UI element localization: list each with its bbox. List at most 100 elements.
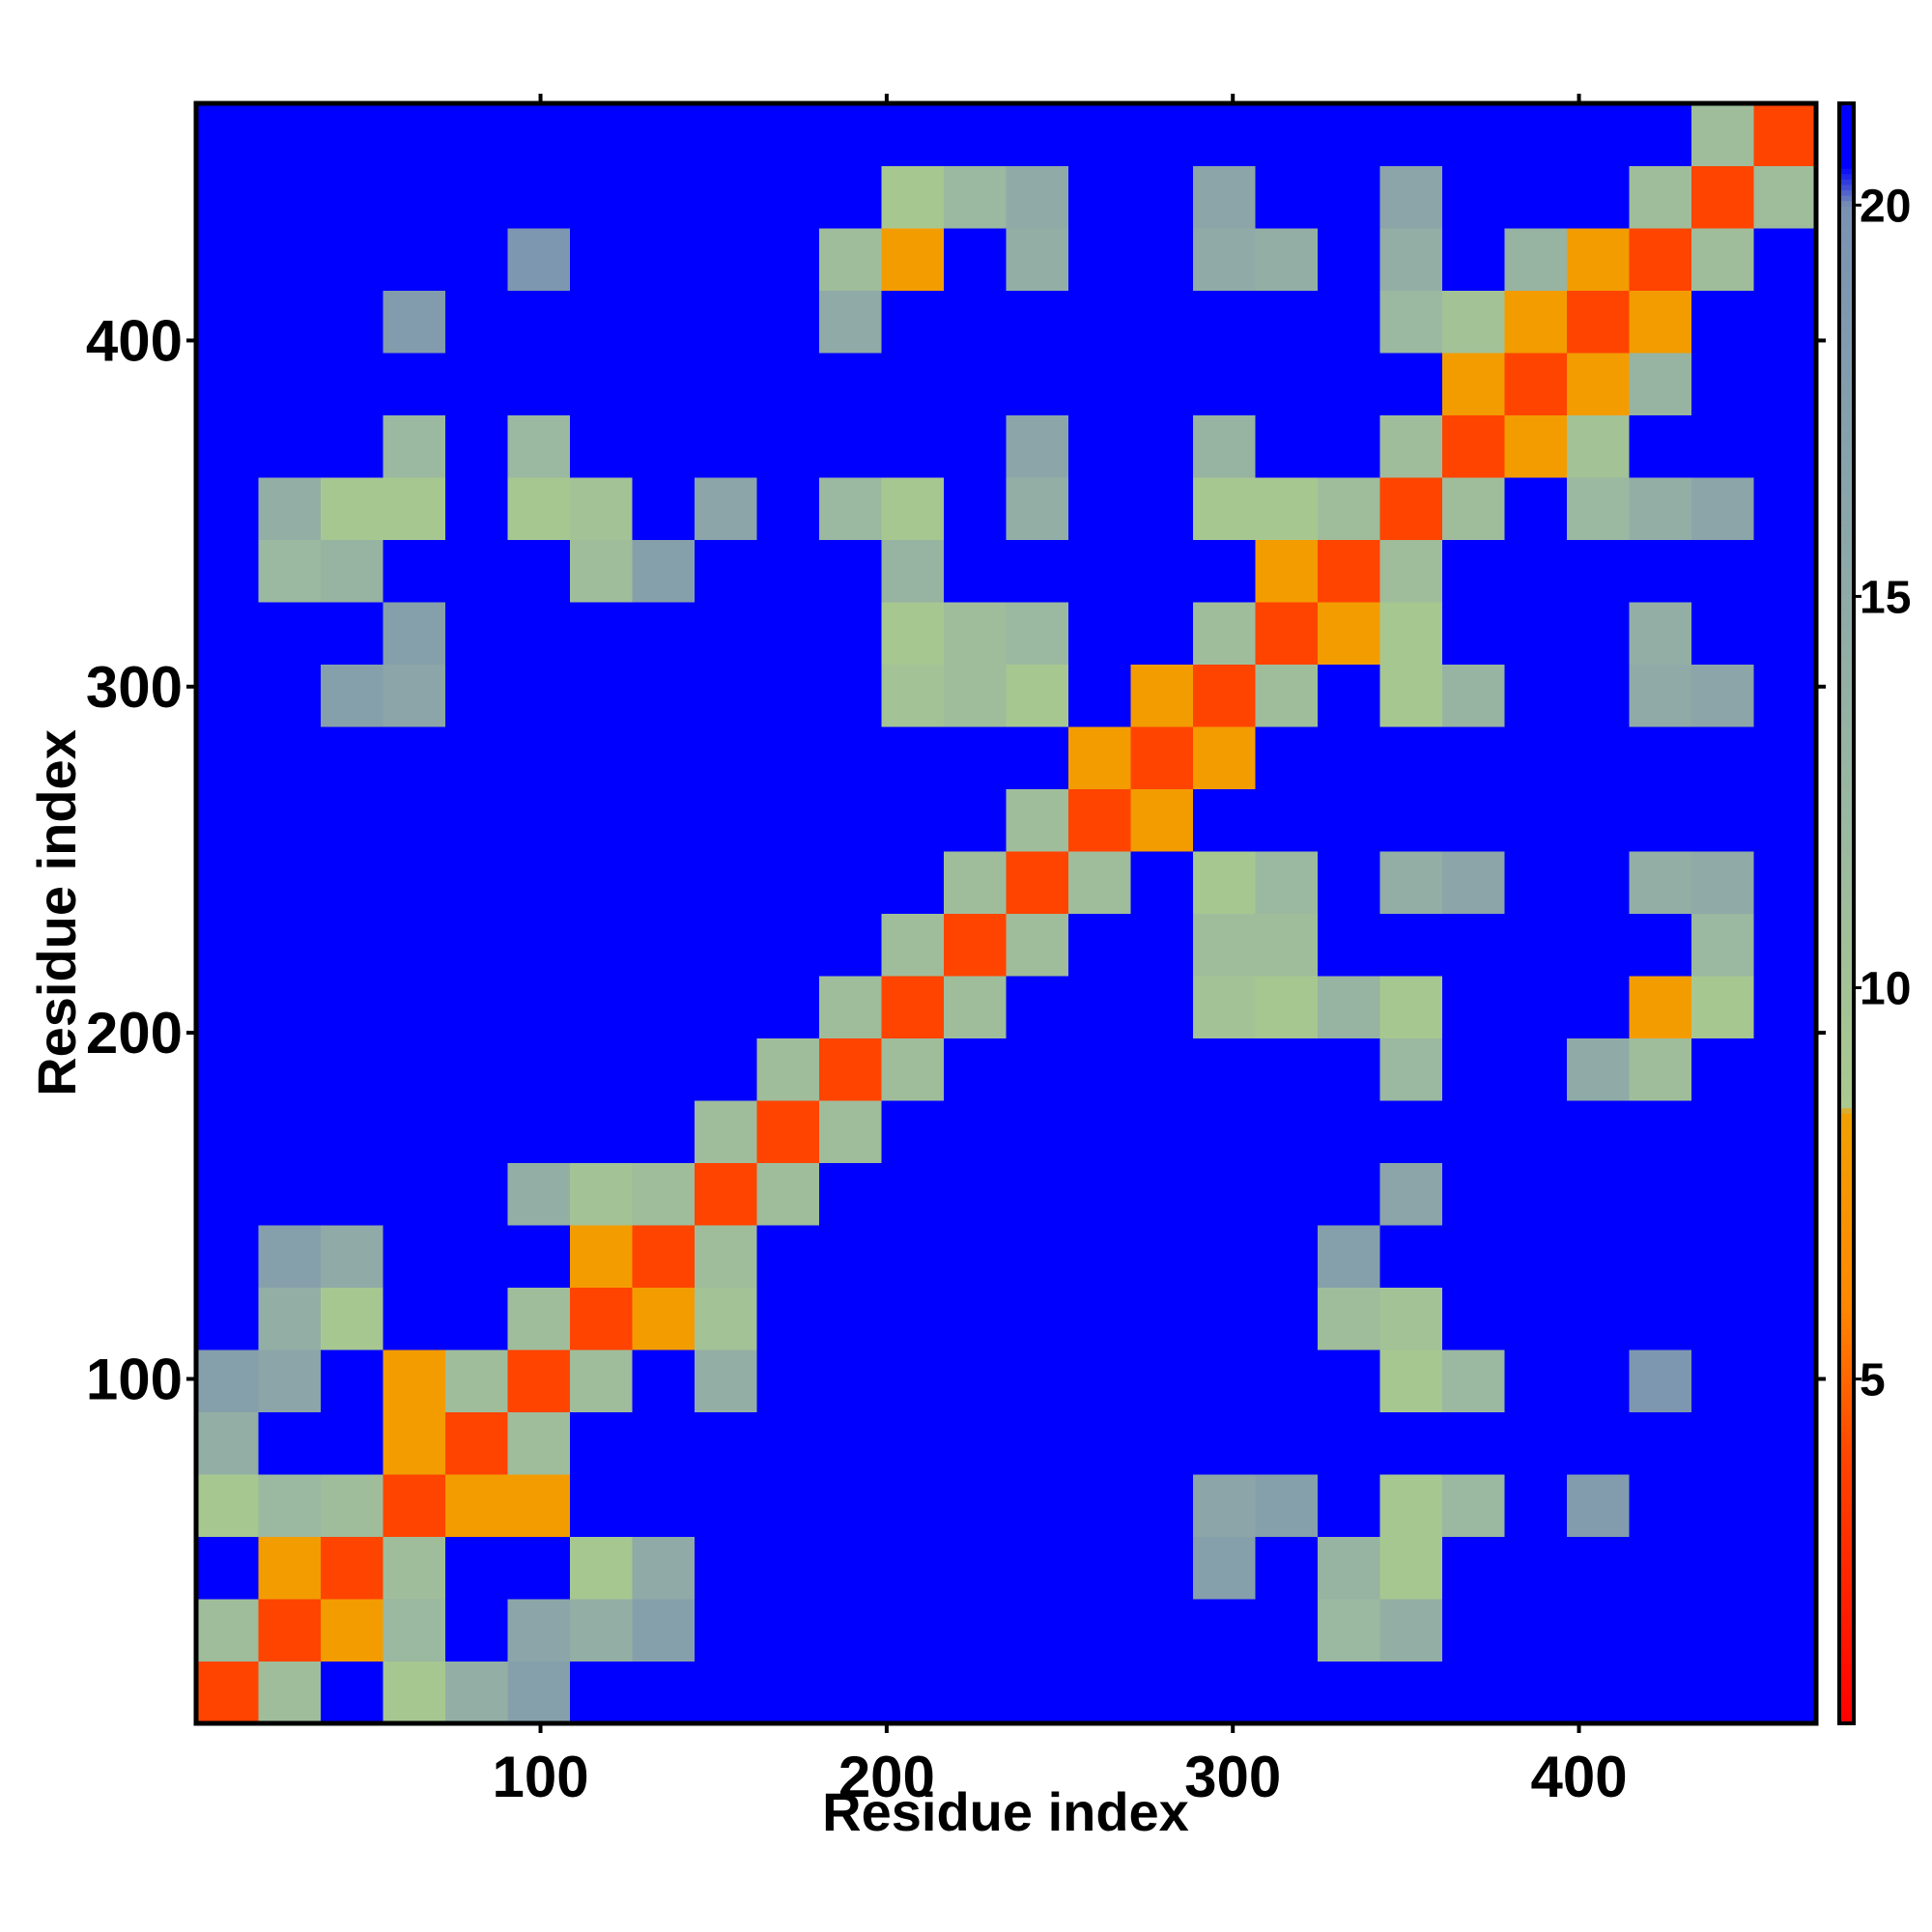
heatmap-cell xyxy=(196,664,259,727)
heatmap-cell xyxy=(1379,788,1443,852)
heatmap-cell xyxy=(445,1411,508,1475)
colorbar-slice xyxy=(1839,1382,1854,1390)
heatmap-cell xyxy=(383,1100,446,1163)
heatmap-cell xyxy=(1567,1287,1630,1350)
heatmap-cell xyxy=(570,664,633,727)
heatmap-cell xyxy=(383,353,446,415)
heatmap-cell xyxy=(445,913,508,977)
colorbar-slice xyxy=(1839,627,1854,634)
heatmap-cell xyxy=(881,414,945,478)
heatmap-cell xyxy=(507,664,571,727)
heatmap-cell xyxy=(1318,726,1380,789)
heatmap-cell xyxy=(1691,1536,1754,1600)
colorbar-slice xyxy=(1839,805,1854,811)
heatmap-cell xyxy=(1504,1599,1568,1662)
heatmap-cell xyxy=(321,1474,384,1537)
colorbar-slice xyxy=(1839,719,1854,725)
heatmap-cell xyxy=(1006,477,1069,540)
heatmap-cell xyxy=(1567,165,1630,229)
heatmap-cell xyxy=(1068,1661,1131,1724)
colorbar-slice xyxy=(1839,1626,1854,1633)
heatmap-cell xyxy=(445,539,508,603)
heatmap-cell xyxy=(1255,1411,1319,1475)
colorbar-slice xyxy=(1839,854,1854,861)
colorbar-slice xyxy=(1839,761,1854,769)
colorbar-slice xyxy=(1839,302,1854,310)
heatmap-cell xyxy=(632,477,696,540)
colorbar-slice xyxy=(1839,438,1854,444)
heatmap-cell xyxy=(1006,976,1069,1038)
heatmap-cell xyxy=(881,913,945,977)
heatmap-cell xyxy=(695,290,757,354)
colorbar-slice xyxy=(1839,1296,1854,1303)
heatmap-cell xyxy=(1130,1100,1194,1163)
heatmap-cell xyxy=(321,1350,384,1412)
heatmap-cell xyxy=(1629,602,1692,665)
heatmap-cell xyxy=(695,1536,757,1600)
heatmap-cell xyxy=(1130,1162,1194,1226)
heatmap-cell xyxy=(1318,103,1380,166)
colorbar-slice xyxy=(1839,1696,1854,1703)
colorbar-slice xyxy=(1839,583,1854,590)
heatmap-cell xyxy=(1379,1411,1443,1475)
colorbar-slice xyxy=(1839,1372,1854,1378)
colorbar-slice xyxy=(1839,1134,1854,1141)
heatmap-cell xyxy=(1318,1100,1380,1163)
heatmap-cell xyxy=(321,228,384,291)
colorbar-slice xyxy=(1839,902,1854,909)
heatmap-cell xyxy=(570,1162,633,1226)
colorbar-slice xyxy=(1839,1080,1854,1087)
colorbar-slice xyxy=(1839,1264,1854,1271)
heatmap-cell xyxy=(1130,913,1194,977)
heatmap-cell xyxy=(695,1037,757,1101)
heatmap-cell xyxy=(1006,353,1069,415)
heatmap-cell xyxy=(756,165,820,229)
colorbar-slice xyxy=(1839,999,1854,1007)
heatmap-cell xyxy=(1442,1474,1505,1537)
heatmap-cell xyxy=(1379,1474,1443,1537)
heatmap-cell xyxy=(756,788,820,852)
heatmap-cell xyxy=(258,976,322,1038)
heatmap-cell xyxy=(1255,851,1319,914)
colorbar-slice xyxy=(1839,1577,1854,1584)
colorbar-slice xyxy=(1839,632,1854,639)
heatmap-cell xyxy=(1006,1225,1069,1288)
heatmap-cell xyxy=(570,1474,633,1537)
colorbar-slice xyxy=(1839,389,1854,396)
heatmap-cell xyxy=(695,1162,757,1226)
heatmap-cell xyxy=(258,539,322,603)
heatmap-cell xyxy=(383,851,446,914)
colorbar-slice xyxy=(1839,654,1854,661)
heatmap-cell xyxy=(383,228,446,291)
heatmap-cell xyxy=(1567,1536,1630,1600)
heatmap-cell xyxy=(507,414,571,478)
colorbar-slice xyxy=(1839,1415,1854,1422)
heatmap-cell xyxy=(1442,539,1505,603)
heatmap-cell xyxy=(321,851,384,914)
heatmap-cell xyxy=(1318,1536,1380,1600)
heatmap-cell xyxy=(819,726,882,789)
heatmap-cell xyxy=(507,165,571,229)
heatmap-cell xyxy=(196,1536,259,1600)
heatmap-cell xyxy=(196,1474,259,1537)
heatmap-cell xyxy=(1193,1037,1256,1101)
heatmap-cell xyxy=(944,1350,1007,1412)
heatmap-cell xyxy=(196,913,259,977)
heatmap-cell xyxy=(944,726,1007,789)
heatmap-cell xyxy=(756,1225,820,1288)
colorbar-slice xyxy=(1839,1221,1854,1228)
colorbar-slice xyxy=(1839,1463,1854,1470)
heatmap-cell xyxy=(507,851,571,914)
heatmap-cell xyxy=(1130,103,1194,166)
heatmap-cell xyxy=(1193,165,1256,229)
heatmap-cell xyxy=(632,1162,696,1226)
heatmap-cell xyxy=(1442,1162,1505,1226)
colorbar-slice xyxy=(1839,1690,1854,1697)
colorbar-slice xyxy=(1839,1355,1854,1363)
heatmap-cell xyxy=(196,851,259,914)
heatmap-cell xyxy=(196,165,259,229)
heatmap-cell xyxy=(1504,414,1568,478)
heatmap-cell xyxy=(1379,477,1443,540)
heatmap-cell xyxy=(944,1536,1007,1600)
heatmap-cell xyxy=(383,1350,446,1412)
